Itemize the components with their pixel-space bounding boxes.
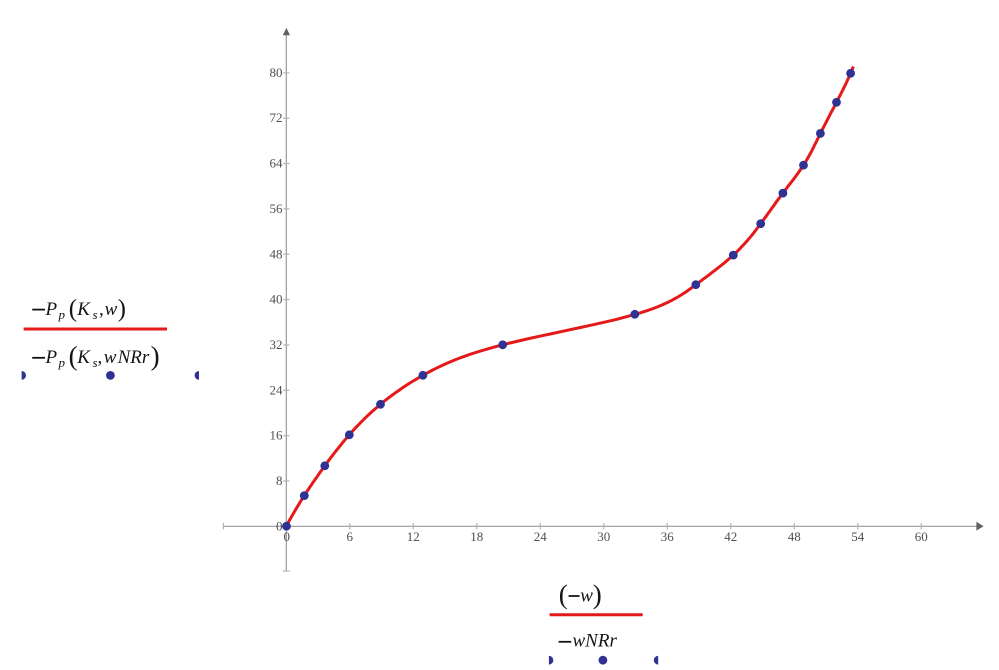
svg-text:P: P bbox=[45, 347, 58, 368]
svg-text:36: 36 bbox=[661, 529, 675, 544]
svg-text:0: 0 bbox=[284, 529, 291, 544]
svg-text:60: 60 bbox=[915, 529, 928, 544]
svg-text:0: 0 bbox=[276, 518, 283, 533]
svg-text:w: w bbox=[104, 347, 117, 368]
svg-text:8: 8 bbox=[276, 473, 283, 488]
svg-text:,: , bbox=[99, 299, 104, 320]
svg-text:24: 24 bbox=[270, 382, 284, 397]
svg-text:wNRr: wNRr bbox=[573, 631, 618, 652]
svg-text:(: ( bbox=[559, 579, 568, 609]
svg-text:w: w bbox=[580, 585, 593, 606]
svg-text:K: K bbox=[76, 299, 91, 320]
svg-text:16: 16 bbox=[270, 428, 284, 443]
svg-text:32: 32 bbox=[270, 337, 283, 352]
svg-text:18: 18 bbox=[470, 529, 483, 544]
svg-text:,: , bbox=[98, 347, 103, 368]
svg-text:48: 48 bbox=[788, 529, 801, 544]
svg-text:p: p bbox=[58, 307, 66, 322]
svg-text:54: 54 bbox=[851, 529, 865, 544]
svg-text:w: w bbox=[105, 299, 118, 320]
svg-text:30: 30 bbox=[597, 529, 610, 544]
svg-text:p: p bbox=[58, 355, 66, 370]
svg-text:NRr: NRr bbox=[117, 347, 150, 368]
svg-text:): ) bbox=[593, 579, 602, 609]
svg-text:K: K bbox=[76, 347, 91, 368]
svg-text:24: 24 bbox=[534, 529, 548, 544]
svg-text:72: 72 bbox=[270, 110, 283, 125]
svg-text:s: s bbox=[93, 355, 98, 370]
svg-text:): ) bbox=[118, 295, 126, 322]
svg-text:(: ( bbox=[69, 341, 78, 371]
svg-text:64: 64 bbox=[270, 156, 284, 171]
svg-text:56: 56 bbox=[270, 201, 284, 216]
svg-text:40: 40 bbox=[270, 292, 283, 307]
svg-text:42: 42 bbox=[724, 529, 737, 544]
svg-text:s: s bbox=[93, 307, 98, 322]
svg-text:): ) bbox=[151, 341, 160, 371]
svg-text:P: P bbox=[45, 299, 58, 320]
svg-text:12: 12 bbox=[407, 529, 420, 544]
svg-text:80: 80 bbox=[270, 65, 283, 80]
svg-text:48: 48 bbox=[270, 246, 283, 261]
svg-text:6: 6 bbox=[347, 529, 354, 544]
svg-text:(: ( bbox=[69, 295, 77, 322]
